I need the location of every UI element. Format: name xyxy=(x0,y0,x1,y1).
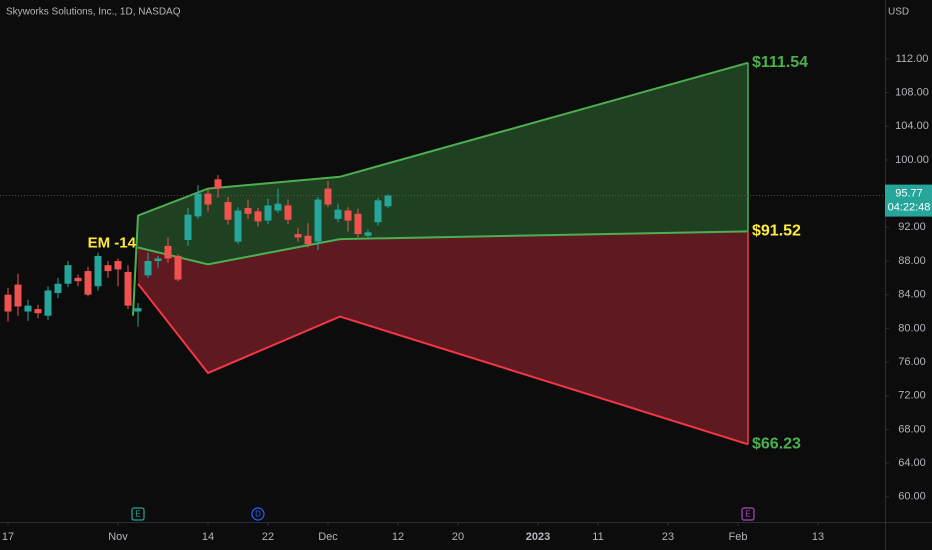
candle-body xyxy=(64,265,72,284)
y-tick-label: 104.00 xyxy=(895,120,929,132)
range-label: $66.23 xyxy=(752,436,801,453)
candle-body xyxy=(254,211,262,222)
candle-body xyxy=(194,193,202,217)
x-tick-label: Feb xyxy=(729,531,748,543)
candle-body xyxy=(244,207,252,214)
candle-body xyxy=(334,209,342,219)
y-tick-label: 92.00 xyxy=(898,221,926,233)
upper-band xyxy=(133,62,748,316)
annotation: EM -14 xyxy=(88,234,137,251)
x-tick-label: 17 xyxy=(2,531,14,543)
candle-body xyxy=(104,265,112,272)
y-tick-label: 60.00 xyxy=(898,491,926,503)
event-icon xyxy=(251,507,265,521)
candle-body xyxy=(274,203,282,211)
candle-body xyxy=(344,210,352,221)
candle-body xyxy=(314,199,322,242)
candle-body xyxy=(14,284,22,307)
event-icon xyxy=(741,507,755,521)
candle-body xyxy=(24,305,32,312)
y-tick-label: 68.00 xyxy=(898,423,926,435)
x-tick-label: 11 xyxy=(592,531,603,543)
x-tick-label: 22 xyxy=(262,531,274,543)
x-tick-label: 14 xyxy=(202,531,214,543)
candle-body xyxy=(164,245,172,259)
candle-body xyxy=(74,277,82,282)
x-tick-label: 23 xyxy=(662,531,674,543)
y-tick-label: 64.00 xyxy=(898,457,926,469)
candle-body xyxy=(284,205,292,220)
x-tick-label: 2023 xyxy=(526,531,550,543)
price-tag-label: 95.77 xyxy=(895,187,923,199)
y-tick-label: 80.00 xyxy=(898,322,926,334)
range-line xyxy=(137,230,749,266)
countdown: 04:22:48 xyxy=(888,201,931,213)
candle-body xyxy=(174,255,182,280)
candle-body xyxy=(44,290,52,316)
y-tick-label: 100.00 xyxy=(895,154,929,166)
x-tick-label: 12 xyxy=(392,531,404,543)
candle-body xyxy=(234,210,242,242)
y-tick-label: 88.00 xyxy=(898,255,926,267)
x-tick-label: 20 xyxy=(452,531,464,543)
chart-title: Skyworks Solutions, Inc., 1D, NASDAQ xyxy=(6,7,181,18)
range-line xyxy=(137,283,749,446)
candle-body xyxy=(134,308,142,312)
range-label: $111.54 xyxy=(752,54,808,71)
x-tick-label: Nov xyxy=(108,531,128,543)
y-tick-label: 72.00 xyxy=(898,390,926,402)
candle-body xyxy=(214,179,222,189)
candle-body xyxy=(54,283,62,293)
candle-body xyxy=(324,188,332,205)
lower-band xyxy=(138,231,748,445)
range-label: $91.52 xyxy=(752,223,801,240)
y-tick-label: 108.00 xyxy=(895,87,929,99)
candle-body xyxy=(374,200,382,223)
candle-body xyxy=(124,271,132,306)
candle-body xyxy=(364,232,372,236)
candle-body xyxy=(224,202,232,220)
candle-body xyxy=(184,214,192,240)
event-icon xyxy=(131,507,145,521)
event-label: E xyxy=(135,510,140,519)
candle-body xyxy=(4,294,12,312)
candle-body xyxy=(114,261,122,270)
x-tick-label: 13 xyxy=(812,531,824,543)
candle-body xyxy=(294,234,302,238)
event-label: D xyxy=(255,510,261,519)
y-tick-label: 76.00 xyxy=(898,356,926,368)
candle-body xyxy=(144,261,152,276)
currency: USD xyxy=(888,7,909,18)
candle-body xyxy=(34,308,42,314)
y-tick-label: 112.00 xyxy=(896,53,929,65)
y-tick-label: 84.00 xyxy=(898,289,926,301)
candle-body xyxy=(154,258,162,261)
event-label: E xyxy=(745,510,750,519)
x-tick-label: Dec xyxy=(318,531,338,543)
candle-body xyxy=(304,235,312,245)
candle-body xyxy=(84,271,92,295)
candle-body xyxy=(264,205,272,221)
candle-body xyxy=(354,213,362,235)
price-tag xyxy=(885,184,932,217)
candle-body xyxy=(384,195,392,207)
candle-body xyxy=(204,193,212,205)
candle-body xyxy=(94,255,102,287)
